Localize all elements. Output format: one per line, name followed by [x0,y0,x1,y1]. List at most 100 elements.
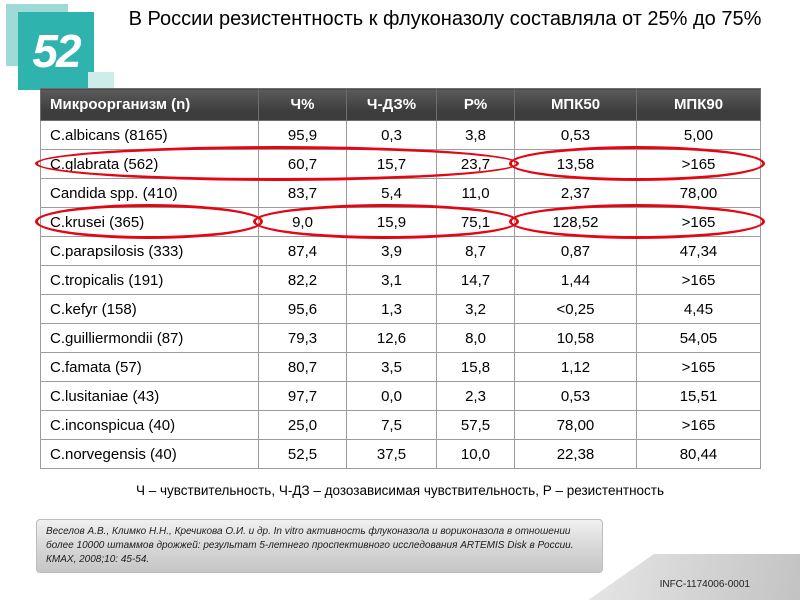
value-cell: 14,7 [436,265,515,295]
value-cell: 0,53 [514,381,637,411]
value-cell: 95,9 [258,120,347,150]
column-header: Ч-ДЗ% [346,88,437,121]
legend-text: Ч – чувствительность, Ч-ДЗ – дозозависим… [135,483,665,498]
value-cell: 52,5 [258,439,347,469]
organism-name-cell: C.albicans (8165) [40,120,259,150]
value-cell: 3,5 [346,352,437,382]
organism-name-cell: C.krusei (365) [40,207,259,237]
value-cell: 95,6 [258,294,347,324]
value-cell: 15,8 [436,352,515,382]
value-cell: 0,87 [514,236,637,266]
value-cell: 15,7 [346,149,437,179]
value-cell: 87,4 [258,236,347,266]
value-cell: 60,7 [258,149,347,179]
value-cell: 78,00 [636,178,761,208]
organism-name-cell: C.guilliermondii (87) [40,323,259,353]
table-row: C.krusei (365) 9,0 15,9 75,1 128,52 >165 [40,207,761,237]
value-cell: >165 [636,265,761,295]
value-cell: 128,52 [514,207,637,237]
value-cell: >165 [636,410,761,440]
value-cell: 47,34 [636,236,761,266]
table-row: C.inconspicua (40) 25,0 7,5 57,5 78,00 >165 [40,410,761,440]
value-cell: 57,5 [436,410,515,440]
value-cell: 2,3 [436,381,515,411]
value-cell: 10,0 [436,439,515,469]
value-cell: 3,8 [436,120,515,150]
value-cell: 25,0 [258,410,347,440]
value-cell: 8,0 [436,323,515,353]
value-cell: 1,12 [514,352,637,382]
value-cell: 12,6 [346,323,437,353]
value-cell: 23,7 [436,149,515,179]
value-cell: 80,7 [258,352,347,382]
value-cell: >165 [636,352,761,382]
value-cell: <0,25 [514,294,637,324]
value-cell: 75,1 [436,207,515,237]
column-header: Микроорганизм (n) [40,88,259,121]
value-cell: 82,2 [258,265,347,295]
value-cell: 15,51 [636,381,761,411]
citation-box: Веселов А.В., Климко Н.Н., Кречикова О.И… [36,519,603,573]
value-cell: 4,45 [636,294,761,324]
organism-name-cell: C.inconspicua (40) [40,410,259,440]
value-cell: 80,44 [636,439,761,469]
value-cell: 11,0 [436,178,515,208]
value-cell: 3,9 [346,236,437,266]
organism-name-cell: C.tropicalis (191) [40,265,259,295]
value-cell: 8,7 [436,236,515,266]
organism-name-cell: C.parapsilosis (333) [40,236,259,266]
table-row: C.parapsilosis (333) 87,4 3,9 8,7 0,87 47,34 [40,236,761,266]
table-header-row: Микроорганизм (n) Ч% Ч-ДЗ% Р% МПК50 МПК90 [40,88,761,121]
table-row: C.kefyr (158) 95,6 1,3 3,2 <0,25 4,45 [40,294,761,324]
table-row: C.glabrata (562) 60,7 15,7 23,7 13,58 >165 [40,149,761,179]
footer-code: INFC-1174006-0001 [659,579,750,590]
organism-name-cell: C.kefyr (158) [40,294,259,324]
value-cell: 3,1 [346,265,437,295]
value-cell: 22,38 [514,439,637,469]
value-cell: 0,53 [514,120,637,150]
column-header: МПК50 [514,88,637,121]
value-cell: 79,3 [258,323,347,353]
value-cell: 83,7 [258,178,347,208]
value-cell: 5,4 [346,178,437,208]
table-row: C.lusitaniae (43) 97,7 0,0 2,3 0,53 15,51 [40,381,761,411]
value-cell: 7,5 [346,410,437,440]
value-cell: 13,58 [514,149,637,179]
logo-52: 52 [6,4,118,104]
table-row: C.tropicalis (191) 82,2 3,1 14,7 1,44 >165 [40,265,761,295]
slide-title: В России резистентность к флуконазолу со… [128,8,762,30]
logo-square-main: 52 [18,12,94,90]
column-header: МПК90 [636,88,761,121]
organism-name-cell: C.lusitaniae (43) [40,381,259,411]
table-row: C.famata (57) 80,7 3,5 15,8 1,12 >165 [40,352,761,382]
value-cell: 2,37 [514,178,637,208]
column-header: Р% [436,88,515,121]
value-cell: 3,2 [436,294,515,324]
value-cell: 15,9 [346,207,437,237]
value-cell: 0,0 [346,381,437,411]
organism-name-cell: C.famata (57) [40,352,259,382]
column-header: Ч% [258,88,347,121]
table-row: C.guilliermondii (87) 79,3 12,6 8,0 10,58 54,… [40,323,761,353]
resistance-table-wrap: Микроорганизм (n) Ч% Ч-ДЗ% Р% МПК50 МПК90 C.a… [35,88,765,469]
table-row: C.norvegensis (40) 52,5 37,5 10,0 22,38 80,44 [40,439,761,469]
table-row: C.albicans (8165) 95,9 0,3 3,8 0,53 5,00 [40,120,761,150]
value-cell: 5,00 [636,120,761,150]
microorganism-table: Микроорганизм (n) Ч% Ч-ДЗ% Р% МПК50 МПК90 C.a… [40,88,761,469]
logo-number: 52 [32,25,81,77]
value-cell: 54,05 [636,323,761,353]
organism-name-cell: C.norvegensis (40) [40,439,259,469]
organism-name-cell: C.glabrata (562) [40,149,259,179]
citation-text: Веселов А.В., Климко Н.Н., Кречикова О.И… [46,526,574,565]
organism-name-cell: Candida spp. (410) [40,178,259,208]
value-cell: 78,00 [514,410,637,440]
value-cell: 0,3 [346,120,437,150]
value-cell: 10,58 [514,323,637,353]
value-cell: 9,0 [258,207,347,237]
value-cell: >165 [636,149,761,179]
value-cell: >165 [636,207,761,237]
value-cell: 37,5 [346,439,437,469]
value-cell: 97,7 [258,381,347,411]
table-row: Candida spp. (410) 83,7 5,4 11,0 2,37 78,00 [40,178,761,208]
